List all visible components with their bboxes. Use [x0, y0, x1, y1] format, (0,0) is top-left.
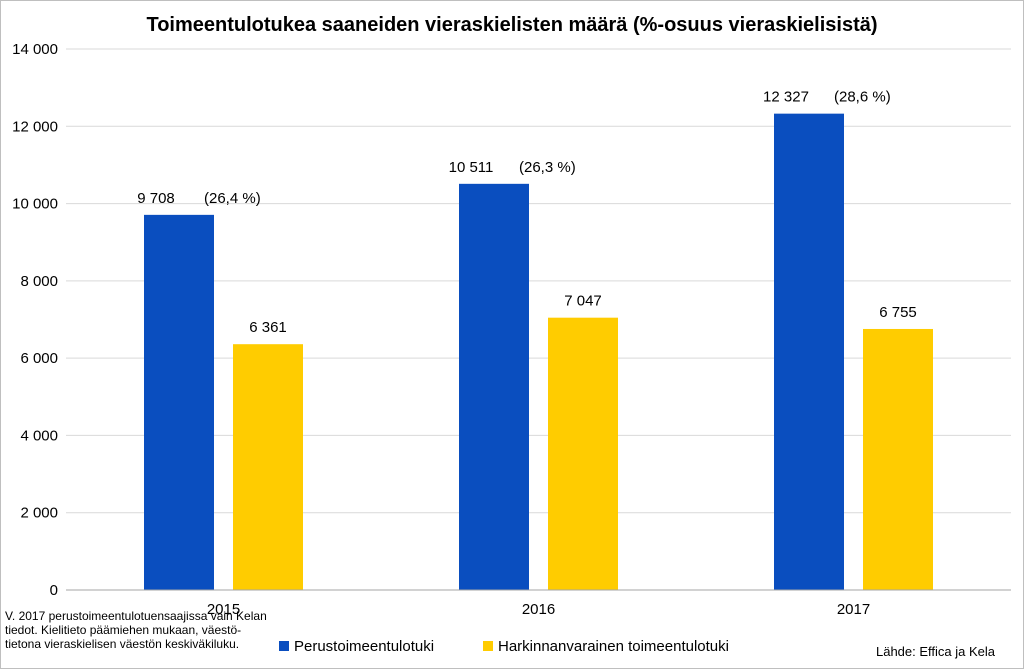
- data-label: 7 047: [564, 293, 602, 310]
- data-label: 6 361: [249, 319, 287, 336]
- y-tick-label: 10 000: [12, 196, 58, 213]
- data-labels: 9 708 (26,4 %) 6 361 10 511 (26,3 %) 7 047 12 …: [137, 89, 917, 337]
- y-tick-label: 0: [50, 582, 58, 599]
- axes: 0 2 000 4 000 6 000 8 000 10 000 12 000 14 000 2…: [12, 41, 1011, 618]
- footnote-line-2: tiedot. Kielitieto päämiehen mukaan, väe…: [5, 623, 242, 637]
- x-tick-label: 2016: [522, 601, 555, 618]
- footnote-line-3: tietona vieraskielisen väestön keskiväki…: [5, 637, 240, 651]
- x-tick-label: 2017: [837, 601, 870, 618]
- y-tick-label: 8 000: [20, 273, 58, 290]
- y-tick-label: 2 000: [20, 505, 58, 522]
- legend-label: Perustoimeentulotuki: [294, 637, 435, 655]
- legend-swatch-yellow: [483, 641, 493, 651]
- x-tick-label: 2015: [207, 601, 240, 618]
- data-label: 10 511: [449, 159, 494, 176]
- legend-item-harkinnanvarainen: Harkinnanvarainen toimeentulotuki: [483, 635, 729, 657]
- legend-swatch-blue: [279, 641, 289, 651]
- bar-2015-perus: [144, 214, 214, 590]
- share-label: (26,3 %): [519, 159, 576, 176]
- y-tick-label: 14 000: [12, 41, 58, 58]
- y-tick-label: 4 000: [20, 427, 58, 444]
- bar-2017-harkinnanvarainen: [863, 328, 933, 590]
- bar-2016-harkinnanvarainen: [548, 317, 618, 590]
- source-note: Lähde: Effica ja Kela: [875, 644, 995, 659]
- footnote-line-1: V. 2017 perustoimeentulotuensaajissa vai…: [5, 609, 267, 623]
- y-tick-label: 12 000: [12, 118, 58, 135]
- data-label: 12 327: [763, 89, 809, 106]
- legend-label: Harkinnanvarainen toimeentulotuki: [498, 637, 729, 655]
- chart-title: Toimeentulotukea saaneiden vieraskielist…: [146, 14, 877, 36]
- bar-2016-perus: [459, 183, 529, 590]
- data-label: 9 708: [137, 190, 175, 207]
- bars: [144, 113, 933, 590]
- y-tick-label: 6 000: [20, 350, 58, 367]
- bar-2017-perus: [774, 113, 844, 590]
- gridlines: [66, 48, 1011, 514]
- legend-item-perustoimeentulotuki: Perustoimeentulotuki: [279, 635, 434, 657]
- data-label: 6 755: [879, 304, 917, 321]
- bar-2015-harkinnanvarainen: [233, 344, 303, 590]
- share-label: (26,4 %): [204, 190, 261, 207]
- share-label: (28,6 %): [834, 89, 891, 106]
